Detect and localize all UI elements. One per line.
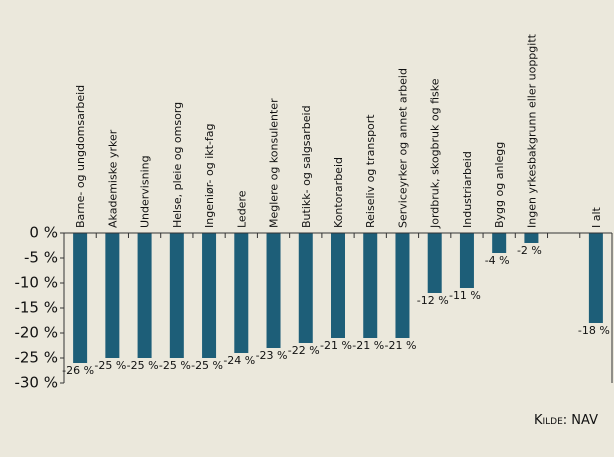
y-tick-label: -20 % xyxy=(14,324,58,342)
value-label: -25 % xyxy=(159,359,191,372)
bar xyxy=(459,233,474,288)
y-tick-label: 0 % xyxy=(29,224,58,242)
value-label: -21 % xyxy=(385,339,417,352)
bar xyxy=(588,233,603,323)
x-tick-label: Undervisning xyxy=(139,155,152,228)
x-tick-label: Ingeniør- og ikt-fag xyxy=(203,123,216,228)
value-label: -11 % xyxy=(449,289,481,302)
source: Kilde: NAV xyxy=(534,413,598,428)
bar xyxy=(298,233,313,343)
bar xyxy=(331,233,345,338)
x-tick-label: I alt xyxy=(590,206,603,228)
value-label: -21 % xyxy=(352,339,384,352)
x-tick-label: Akademiske yrker xyxy=(106,129,119,228)
value-label: -18 % xyxy=(578,324,610,337)
x-tick-label: Helse, pleie og omsorg xyxy=(171,102,184,228)
value-label: -4 % xyxy=(485,254,510,267)
value-label: -12 % xyxy=(417,294,449,307)
bar xyxy=(524,233,539,243)
y-tick-label: -15 % xyxy=(14,299,58,317)
value-label: -25 % xyxy=(127,359,159,372)
value-label: -25 % xyxy=(191,359,223,372)
bar xyxy=(73,233,88,363)
x-tick-label: Bygg og anlegg xyxy=(493,142,506,228)
bar xyxy=(137,233,152,358)
x-tick-label: Ledere xyxy=(235,190,248,228)
bar xyxy=(492,233,507,253)
x-tick-label: Barne- og ungdomsarbeid xyxy=(74,85,87,228)
x-tick-label: Butikk- og salgsarbeid xyxy=(300,105,313,228)
x-tick-label: Jordbruk, skogbruk og fiske xyxy=(429,78,442,229)
value-label: -25 % xyxy=(94,359,126,372)
x-tick-label: Industriarbeid xyxy=(461,151,474,228)
y-tick-label: -25 % xyxy=(14,349,58,367)
bar xyxy=(395,233,410,338)
value-label: -21 % xyxy=(320,339,352,352)
y-tick-label: -10 % xyxy=(14,274,58,292)
value-label: -23 % xyxy=(256,349,288,362)
bar xyxy=(266,233,281,348)
x-tick-label: Ingen yrkesbakgrunn eller uoppgitt xyxy=(525,33,538,228)
bar xyxy=(427,233,442,293)
bar xyxy=(202,233,217,358)
value-label: -22 % xyxy=(288,344,320,357)
bar xyxy=(234,233,249,353)
y-tick-label: -5 % xyxy=(24,249,58,267)
bar xyxy=(105,233,120,358)
bar xyxy=(169,233,184,358)
x-tick-label: Meglere og konsulenter xyxy=(268,98,281,228)
value-label: -2 % xyxy=(517,244,542,257)
x-tick-label: Serviceyrker og annet arbeid xyxy=(396,68,409,228)
x-tick-label: Reiseliv og transport xyxy=(364,114,377,228)
y-tick-label: -30 % xyxy=(14,374,58,392)
bar xyxy=(363,233,378,338)
value-label: -26 % xyxy=(62,364,94,377)
value-label: -24 % xyxy=(223,354,255,367)
x-tick-label: Kontorarbeid xyxy=(332,157,345,228)
